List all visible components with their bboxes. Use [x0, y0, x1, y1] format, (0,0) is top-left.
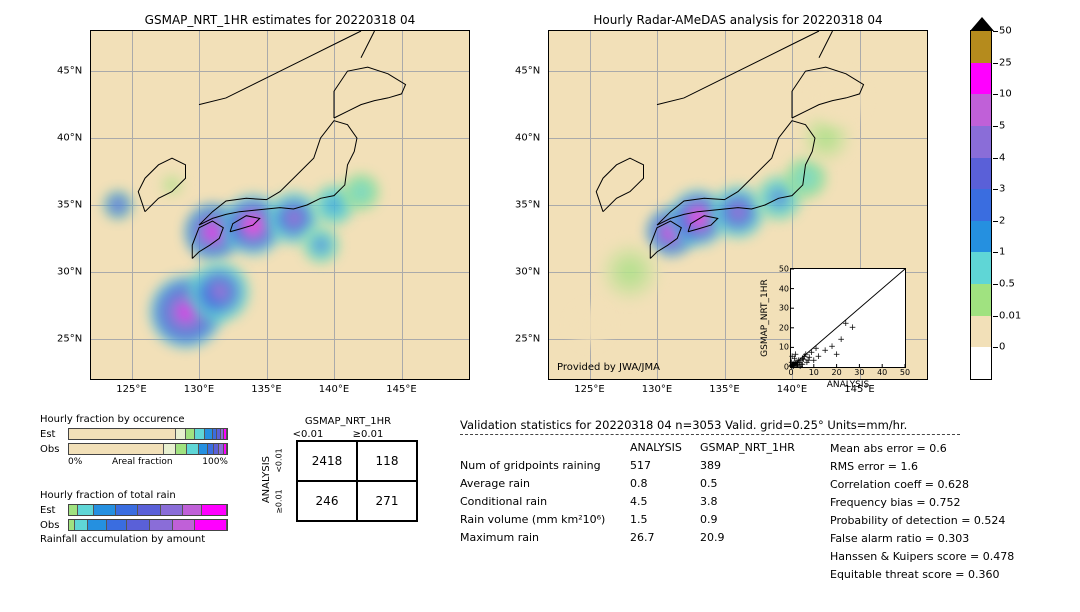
occurrence-est-row: Est — [40, 427, 228, 441]
axis-mid: Areal fraction — [112, 457, 173, 467]
colorbar-label: 0.5 — [999, 279, 1015, 290]
map-xtick: 135°E — [251, 384, 281, 395]
stats-analysis-val: 4.5 — [630, 495, 700, 508]
axis-100pct: 100% — [202, 457, 228, 467]
stats-gsmap-val: 0.5 — [700, 477, 810, 490]
map-xtick: 140°E — [319, 384, 349, 395]
colorbar: 502510543210.50.010 — [970, 30, 992, 380]
ct-col-title: GSMAP_NRT_1HR — [278, 416, 418, 427]
error-metric: Correlation coeff = 0.628 — [830, 478, 1014, 491]
map-xtick: 145°E — [386, 384, 416, 395]
stats-analysis-val: 517 — [630, 459, 700, 472]
gsmap-title: GSMAP_NRT_1HR estimates for 20220318 04 — [91, 13, 469, 27]
map-ytick: 35°N — [57, 200, 82, 211]
axis-0pct: 0% — [68, 457, 82, 467]
stats-col-gsmap: GSMAP_NRT_1HR — [700, 441, 810, 454]
map-ytick: 30°N — [57, 266, 82, 277]
error-metric: Equitable threat score = 0.360 — [830, 568, 1014, 581]
map-ytick: 25°N — [57, 333, 82, 344]
colorbar-over-triangle — [970, 17, 994, 31]
error-metrics: Mean abs error = 0.6 RMS error = 1.6 Corre… — [830, 442, 1014, 586]
stats-gsmap-val: 0.9 — [700, 513, 810, 526]
stats-gsmap-val: 3.8 — [700, 495, 810, 508]
map-ytick: 30°N — [515, 266, 540, 277]
stats-analysis-val: 26.7 — [630, 531, 700, 544]
colorbar-label: 0 — [999, 342, 1005, 353]
occurrence-title: Hourly fraction by occurence — [40, 414, 228, 425]
row-label-est: Est — [40, 505, 68, 516]
gsmap-map-panel: GSMAP_NRT_1HR estimates for 20220318 04 … — [90, 30, 470, 380]
occurrence-axis: 0% Areal fraction 100% — [68, 457, 228, 467]
ct-col-lt: <0.01 — [278, 429, 338, 440]
ct-row-ge: ≥0.01 — [275, 487, 284, 517]
gsmap-map-area — [91, 31, 469, 379]
error-metric: False alarm ratio = 0.303 — [830, 532, 1014, 545]
accumulation-title: Rainfall accumulation by amount — [40, 534, 228, 545]
scatter-xlabel: ANALYSIS — [790, 380, 906, 390]
totalrain-est-row: Est — [40, 503, 228, 517]
colorbar-label: 0.01 — [999, 310, 1021, 321]
ct-row-lt: <0.01 — [275, 446, 284, 476]
stats-gsmap-val: 389 — [700, 459, 810, 472]
radar-title: Hourly Radar-AMeDAS analysis for 2022031… — [549, 13, 927, 27]
colorbar-label: 10 — [999, 89, 1012, 100]
stats-row-label: Num of gridpoints raining — [460, 459, 630, 472]
stats-gsmap-val: 20.9 — [700, 531, 810, 544]
ct-cell-0: 2418 — [297, 441, 357, 481]
colorbar-label: 50 — [999, 26, 1012, 37]
stats-row-label: Maximum rain — [460, 531, 630, 544]
map-ytick: 40°N — [57, 133, 82, 144]
colorbar-label: 25 — [999, 57, 1012, 68]
occurrence-obs-row: Obs — [40, 442, 228, 456]
occurrence-est-bar — [68, 428, 228, 440]
map-ytick: 40°N — [515, 133, 540, 144]
map-xtick: 125°E — [574, 384, 604, 395]
error-metric: RMS error = 1.6 — [830, 460, 1014, 473]
map-xtick: 130°E — [184, 384, 214, 395]
totalrain-obs-row: Obs — [40, 518, 228, 532]
stats-row-label: Average rain — [460, 477, 630, 490]
map-ytick: 45°N — [515, 66, 540, 77]
validation-title: Validation statistics for 20220318 04 n=… — [460, 418, 960, 432]
totalrain-obs-bar — [68, 519, 228, 531]
colorbar-label: 1 — [999, 247, 1005, 258]
error-metric: Mean abs error = 0.6 — [830, 442, 1014, 455]
occurrence-bars: Hourly fraction by occurence Est Obs 0% … — [40, 414, 228, 467]
contingency-table: GSMAP_NRT_1HR <0.01≥0.01 ANALYSIS <0.01 … — [258, 416, 418, 522]
stats-col-analysis: ANALYSIS — [630, 441, 700, 454]
row-label-est: Est — [40, 429, 68, 440]
ct-col-ge: ≥0.01 — [338, 429, 398, 440]
row-label-obs: Obs — [40, 444, 68, 455]
map-ytick: 45°N — [57, 66, 82, 77]
map-xtick: 125°E — [116, 384, 146, 395]
stats-analysis-val: 1.5 — [630, 513, 700, 526]
colorbar-label: 3 — [999, 184, 1005, 195]
occurrence-obs-bar — [68, 443, 228, 455]
stats-row-label: Rain volume (mm km²10⁶) — [460, 513, 630, 526]
map-ytick: 25°N — [515, 333, 540, 344]
totalrain-title: Hourly fraction of total rain — [40, 490, 228, 501]
colorbar-label: 2 — [999, 215, 1005, 226]
error-metric: Frequency bias = 0.752 — [830, 496, 1014, 509]
scatter-inset: 0010102020303040405050++++++++++++++++++… — [790, 268, 906, 368]
ct-row-title: ANALYSIS — [261, 456, 272, 503]
map-xtick: 130°E — [642, 384, 672, 395]
error-metric: Probability of detection = 0.524 — [830, 514, 1014, 527]
stats-analysis-val: 0.8 — [630, 477, 700, 490]
ct-cell-2: 246 — [297, 481, 357, 521]
colorbar-label: 5 — [999, 120, 1005, 131]
colorbar-label: 4 — [999, 152, 1005, 163]
map-xtick: 135°E — [709, 384, 739, 395]
stats-row-label: Conditional rain — [460, 495, 630, 508]
map-ytick: 35°N — [515, 200, 540, 211]
ct-cell-1: 118 — [357, 441, 417, 481]
error-metric: Hanssen & Kuipers score = 0.478 — [830, 550, 1014, 563]
totalrain-bars: Hourly fraction of total rain Est Obs Ra… — [40, 490, 228, 547]
ct-grid: 2418 118 246 271 — [296, 440, 418, 522]
totalrain-est-bar — [68, 504, 228, 516]
row-label-obs: Obs — [40, 520, 68, 531]
ct-cell-3: 271 — [357, 481, 417, 521]
